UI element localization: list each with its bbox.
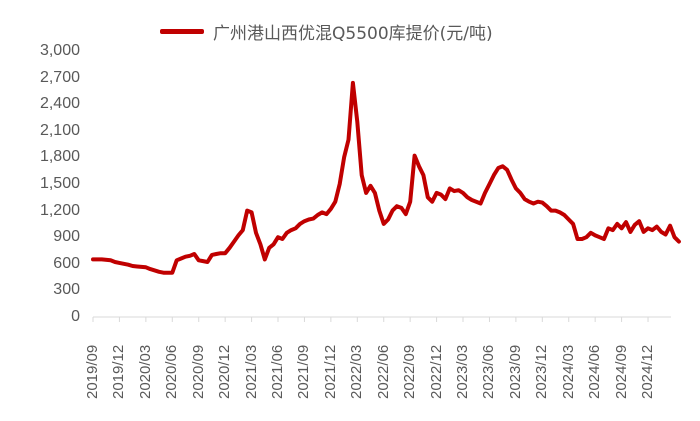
x-axis-ticks	[92, 317, 649, 322]
legend: 广州港山西优混Q5500库提价(元/吨)	[160, 18, 493, 44]
y-tick-label: 600	[53, 254, 80, 272]
y-tick-label: 2,400	[39, 95, 80, 113]
x-tick-label: 2020/06	[163, 344, 181, 399]
x-tick-label: 2021/09	[295, 344, 313, 399]
legend-line-swatch	[160, 28, 204, 34]
x-tick-label: 2021/06	[269, 344, 286, 399]
x-tick-label: 2020/03	[136, 344, 154, 399]
y-tick-label: 1,500	[39, 175, 80, 192]
y-tick-label: 2,100	[39, 121, 80, 139]
x-tick-label: 2024/03	[559, 344, 577, 399]
x-tick-label: 2023/03	[454, 344, 472, 399]
x-tick-label: 2023/09	[506, 344, 524, 399]
x-tick-label: 2024/09	[612, 344, 630, 399]
x-tick-label: 2021/03	[242, 344, 260, 399]
y-tick-label: 2,700	[39, 68, 80, 86]
y-tick-label: 0	[71, 308, 80, 325]
x-tick-label: 2024/06	[586, 344, 604, 399]
x-tick-label: 2021/12	[321, 344, 339, 399]
x-tick-label: 2022/09	[401, 344, 419, 399]
legend-label: 广州港山西优混Q5500库提价(元/吨)	[213, 23, 493, 44]
series-line	[91, 80, 681, 275]
x-tick-label: 2023/12	[533, 344, 551, 399]
x-tick-label: 2020/12	[216, 344, 234, 399]
x-tick-label: 2019/09	[84, 344, 101, 399]
x-tick-label: 2022/06	[374, 344, 392, 399]
x-tick-label: 2022/12	[427, 344, 445, 399]
x-tick-label: 2024/12	[639, 344, 657, 399]
y-tick-label: 900	[53, 228, 80, 246]
x-tick-label: 2020/09	[189, 344, 207, 399]
y-tick-label: 1,800	[39, 148, 80, 166]
x-tick-label: 2023/06	[480, 344, 498, 399]
y-tick-label: 1,200	[39, 201, 80, 219]
x-tick-label: 2019/12	[110, 344, 128, 399]
y-tick-label: 300	[53, 281, 80, 299]
y-tick-label: 3,000	[39, 42, 80, 59]
x-tick-label: 2022/03	[348, 344, 366, 399]
